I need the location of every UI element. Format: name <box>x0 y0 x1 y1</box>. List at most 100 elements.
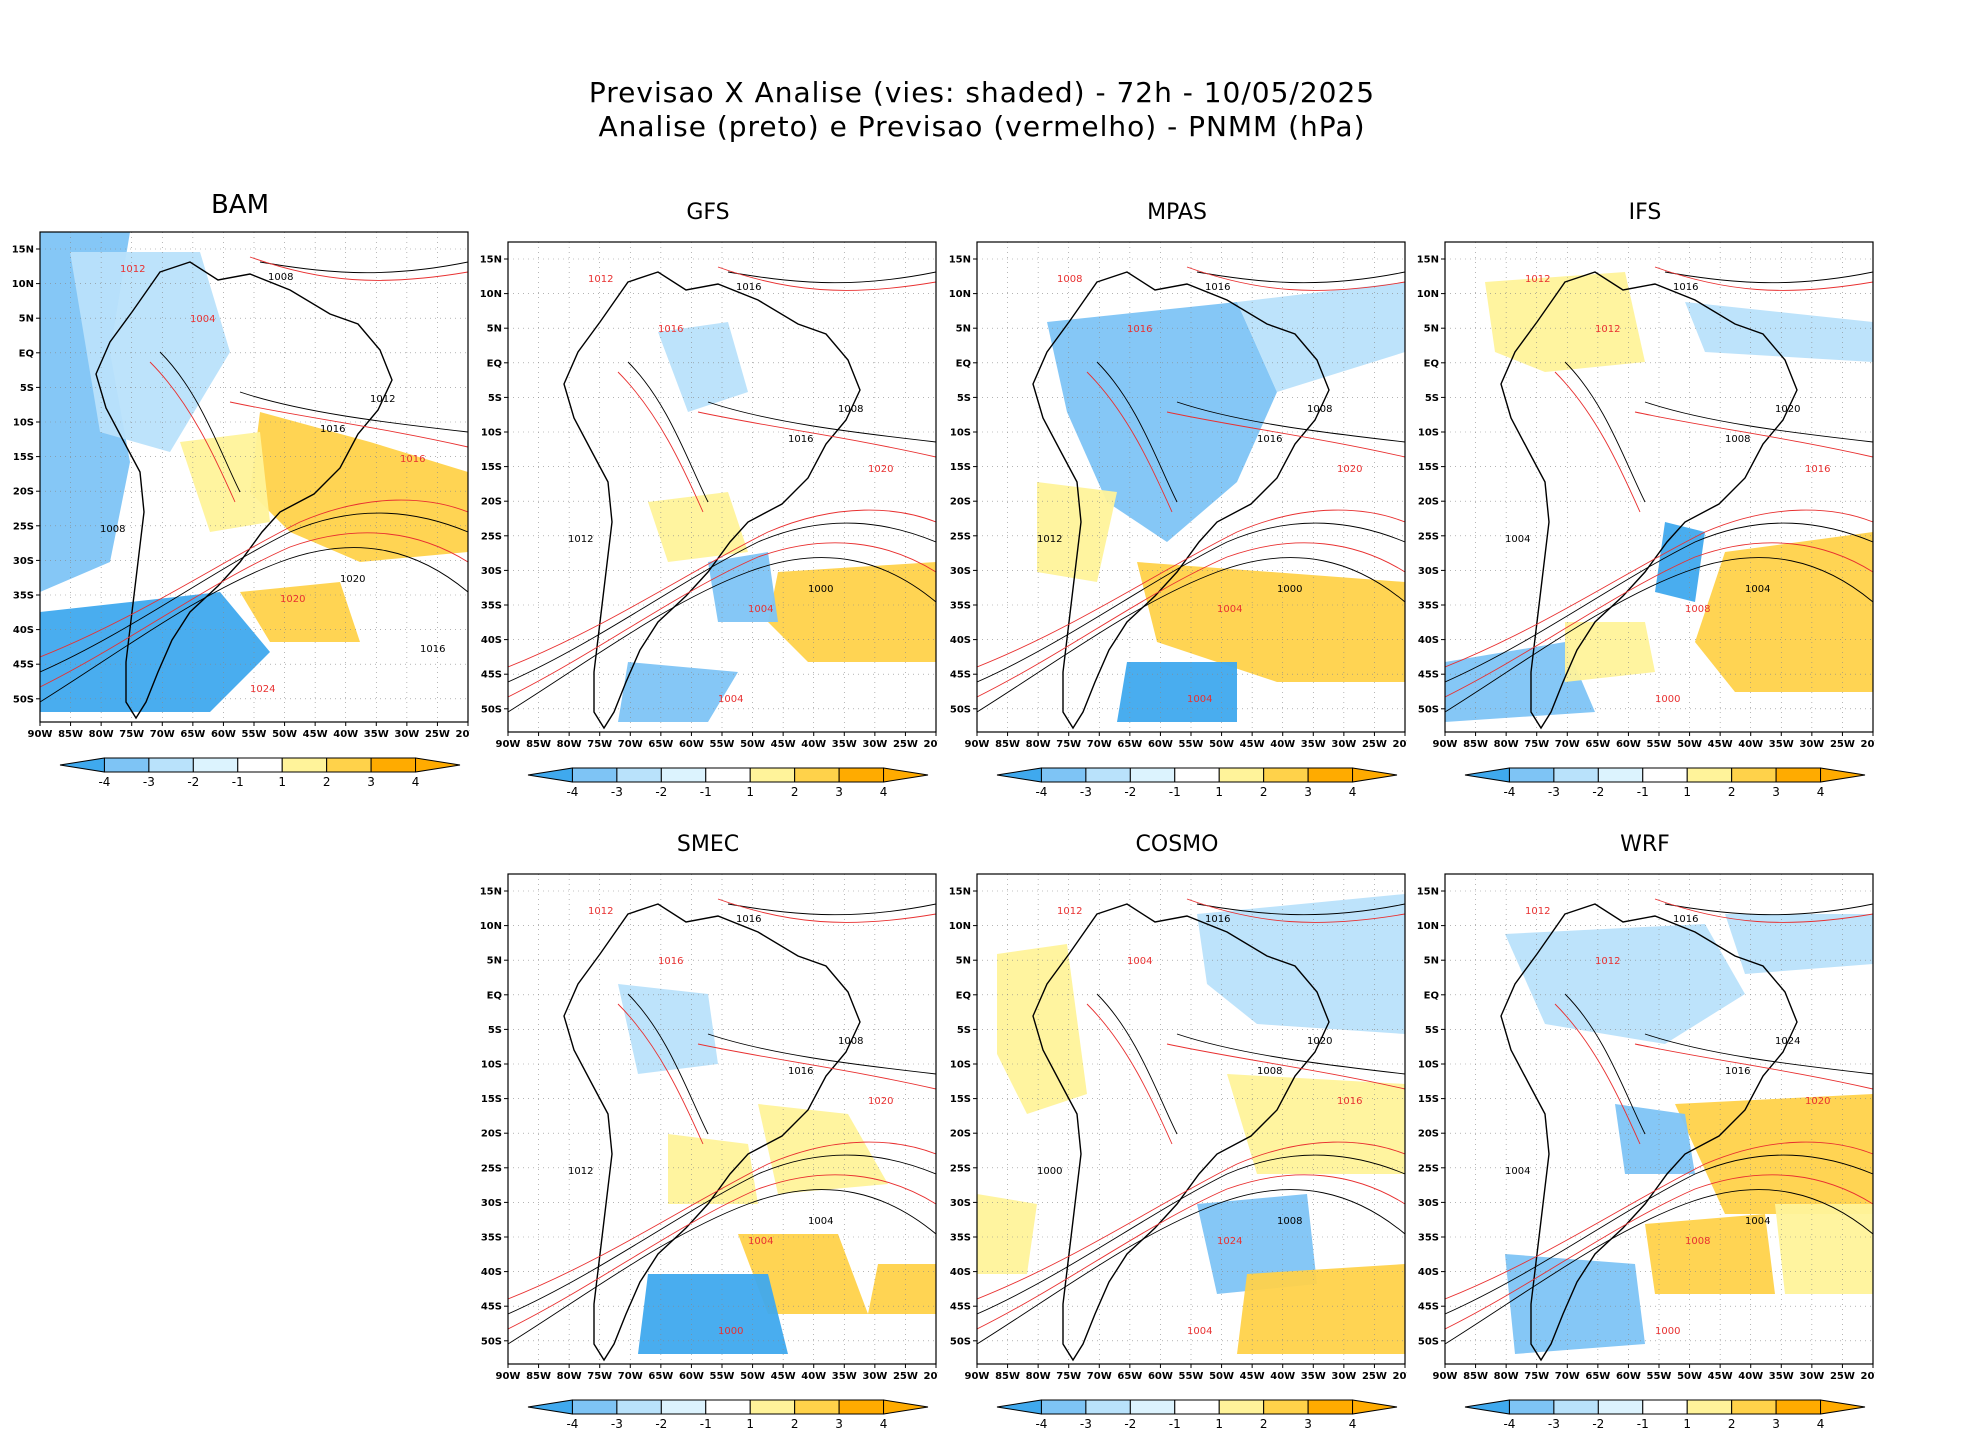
contour-label: 1016 <box>788 434 813 445</box>
lat-tick-label: 35S <box>481 1233 502 1244</box>
bias-area <box>1675 1094 1873 1214</box>
forecast-isobar <box>1654 266 1873 291</box>
panel-title-bam: BAM <box>210 190 270 220</box>
map-area: 1016 1012 1016 1020 1008 1004 1000 1004 1012 1016 <box>507 241 937 733</box>
colorbar-segment <box>1129 1399 1176 1415</box>
lat-tick-label: 10N <box>949 921 971 932</box>
contour-label: 1000 <box>1037 1166 1062 1177</box>
lon-tick-label: 60W <box>211 729 236 740</box>
lat-tick-label: 5S <box>488 393 502 404</box>
lon-tick-label: 20W <box>1861 739 1875 750</box>
lon-tick-label: 60W <box>679 739 704 750</box>
analysis-isobar <box>40 512 468 673</box>
lon-tick-label: 45W <box>771 739 796 750</box>
colorbar-label: 1 <box>746 1417 754 1431</box>
lat-tick-label: 10N <box>480 289 502 300</box>
bias-area <box>868 1264 936 1314</box>
panel-cosmo: COSMO 1016 1012 1008 1016 1020 1024 1008 1004 100… <box>947 832 1407 1452</box>
contour-label: 1012 <box>1525 906 1550 917</box>
colorbar-segment <box>192 757 239 773</box>
colorbar-segment <box>616 1399 662 1415</box>
lon-tick-label: 85W <box>1463 1371 1488 1382</box>
colorbar-label: -1 <box>1169 785 1181 799</box>
lat-tick-label: EQ <box>956 358 971 369</box>
lon-tick-label: 50W <box>740 1371 765 1382</box>
lon-tick-label: 65W <box>1585 739 1610 750</box>
panel-title-smec: SMEC <box>676 832 740 857</box>
lat-tick-label: 10S <box>1418 1060 1439 1071</box>
lat-tick-label: 50S <box>1418 704 1439 715</box>
lat-tick-label: 5S <box>957 1025 971 1036</box>
contour-label: 1008 <box>268 272 293 283</box>
lat-tick-label: 10N <box>949 289 971 300</box>
contour-label: 1016 <box>658 956 683 967</box>
lon-tick-label: 60W <box>1616 739 1641 750</box>
colorbar-segment <box>571 1399 618 1415</box>
lat-tick-label: 20S <box>950 1129 971 1140</box>
contour-label: 1016 <box>1337 1096 1362 1107</box>
colorbar-label: -3 <box>1080 1417 1092 1431</box>
lat-tick-label: 5N <box>19 314 34 325</box>
lat-tick-label: 15S <box>1418 1094 1439 1105</box>
colorbar-label: -3 <box>143 775 155 789</box>
south-america-coastline <box>1500 903 1798 1362</box>
map-area: 1016 1012 1008 1016 1020 1008 1004 1000 1004 1012 <box>1444 241 1874 733</box>
forecast-isobar <box>229 401 468 448</box>
colorbar-label: 3 <box>1304 1417 1312 1431</box>
forecast-isobar <box>40 532 468 688</box>
lon-tick-label: 75W <box>1524 739 1549 750</box>
lat-tick-label: 40S <box>13 625 34 636</box>
lon-tick-label: 45W <box>303 729 328 740</box>
colorbar-segment <box>1731 767 1777 783</box>
lat-tick-label: 5N <box>956 324 971 335</box>
colorbar-label: 1 <box>1215 1417 1223 1431</box>
lat-tick-label: 20S <box>1418 1129 1439 1140</box>
bias-area <box>180 432 270 532</box>
lon-tick-label: 75W <box>587 739 612 750</box>
forecast-isobar <box>249 256 468 281</box>
contour-label: 1012 <box>1057 906 1082 917</box>
colorbar: -4 -3 -2 -1 1 2 3 4 <box>527 767 929 799</box>
colorbar-arrow-left <box>1464 1399 1510 1415</box>
bias-area <box>1695 532 1873 692</box>
lat-tick-label: 25S <box>950 531 971 542</box>
colorbar-segment <box>1597 1399 1644 1415</box>
analysis-isobar <box>1445 1154 1873 1315</box>
analysis-isobar <box>1096 993 1178 1135</box>
colorbar-segment <box>370 757 417 773</box>
analysis-isobar <box>1564 361 1646 503</box>
contour-label: 1000 <box>1655 1326 1680 1337</box>
lon-tick-label: 90W <box>496 739 521 750</box>
contour-label: 1016 <box>1673 914 1698 925</box>
lon-tick-label: 25W <box>893 1371 918 1382</box>
map-svg-ifs: 1016 1012 1008 1016 1020 1008 1004 1000 1004 1012… <box>1417 241 1875 799</box>
colorbar-label: -1 <box>700 785 712 799</box>
forecast-isobar <box>697 1043 936 1090</box>
lat-tick-label: 45S <box>1418 1302 1439 1313</box>
lat-tick-label: 20S <box>481 1129 502 1140</box>
map-area: 1016 1012 1016 1020 1008 1004 1004 1000 1012 1016 <box>507 873 937 1365</box>
colorbar-arrow-left <box>1464 767 1510 783</box>
forecast-isobar <box>149 361 236 503</box>
lon-tick-label: 60W <box>679 1371 704 1382</box>
bias-area <box>618 984 718 1074</box>
colorbar-segment <box>1597 767 1644 783</box>
colorbar-label: -4 <box>566 785 578 799</box>
lat-tick-label: 20S <box>13 487 34 498</box>
panel-mpas: MPAS 1016 1008 1016 1020 1008 1004 1000 1004 1012… <box>947 200 1407 820</box>
colorbar-segment <box>1085 1399 1131 1415</box>
lat-tick-label: 35S <box>13 591 34 602</box>
lon-tick-label: 35W <box>1301 739 1326 750</box>
lat-tick-label: 10N <box>480 921 502 932</box>
lon-tick-label: 75W <box>119 729 144 740</box>
contour-label: 1016 <box>400 454 425 465</box>
lon-tick-label: 60W <box>1148 739 1173 750</box>
panel-title-gfs: GFS <box>686 200 730 225</box>
lon-tick-label: 20W <box>924 739 938 750</box>
analysis-isobar <box>1644 401 1873 443</box>
colorbar-segment <box>838 767 885 783</box>
lat-tick-label: 10S <box>1418 428 1439 439</box>
lon-tick-label: 65W <box>1585 1371 1610 1382</box>
bias-area <box>1227 1074 1405 1174</box>
lat-tick-label: EQ <box>1424 358 1439 369</box>
